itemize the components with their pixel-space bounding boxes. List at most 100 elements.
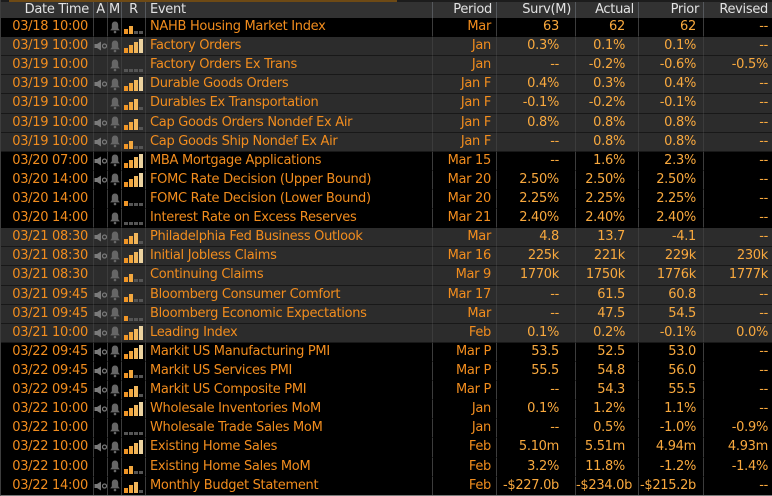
alarm-bell-icon[interactable]	[109, 21, 121, 34]
alarm-bell-icon[interactable]	[109, 479, 121, 492]
table-row[interactable]: 03/19 10:00 Factory Orders Jan 0.3% 0.1% 0.1%…	[1, 37, 772, 57]
table-row[interactable]: 03/18 10:00 NAHB Housing Market Index Mar 6…	[1, 18, 772, 38]
column-header-revised[interactable]: Revised	[719, 2, 768, 17]
date-time-cell: 03/19 10:00	[1, 56, 94, 76]
alarm-cell[interactable]	[108, 285, 122, 305]
table-row[interactable]: 03/22 10:00 Wholesale Trade Sales MoM Jan -…	[1, 419, 772, 439]
alarm-cell[interactable]	[108, 56, 122, 76]
table-row[interactable]: 03/22 10:00 Wholesale Inventories MoM Jan 0…	[1, 400, 772, 420]
alarm-cell[interactable]	[108, 419, 122, 439]
table-row[interactable]: 03/21 08:30 Continuing Claims Mar 9 1770k 17…	[1, 266, 772, 286]
alarm-bell-icon[interactable]	[109, 40, 121, 53]
alarm-cell[interactable]	[108, 247, 122, 267]
alarm-cell[interactable]	[108, 476, 122, 495]
alarm-bell-icon[interactable]	[109, 212, 121, 225]
alarm-cell[interactable]	[108, 113, 122, 133]
revised-value-cell: --	[704, 228, 772, 248]
alarm-bell-icon[interactable]	[109, 422, 121, 435]
alarm-bell-icon[interactable]	[109, 59, 121, 72]
alarm-cell[interactable]	[108, 189, 122, 210]
table-row[interactable]: 03/20 14:00 FOMC Rate Decision (Upper Bou…	[1, 170, 772, 190]
alarm-bell-icon[interactable]	[109, 173, 121, 186]
survey-value-cell: 3.2%	[497, 457, 576, 477]
alarm-cell[interactable]	[108, 94, 122, 114]
prior-value-cell: -$215.2b	[639, 476, 704, 495]
alarm-cell[interactable]	[108, 266, 122, 286]
alarm-bell-icon[interactable]	[109, 460, 121, 473]
alarm-bell-icon[interactable]	[109, 78, 121, 91]
relevance-cell	[122, 18, 146, 38]
alarm-bell-icon[interactable]	[109, 231, 121, 244]
table-row[interactable]: 03/22 09:45 Markit US Manufacturing PMI Ma…	[1, 342, 772, 362]
alarm-bell-icon[interactable]	[109, 250, 121, 263]
alarm-cell[interactable]	[108, 457, 122, 477]
table-row[interactable]: 03/20 07:00 MBA Mortgage Applications Mar …	[1, 151, 772, 171]
alarm-cell[interactable]	[108, 361, 122, 382]
alarm-bell-icon[interactable]	[109, 384, 121, 397]
alarm-bell-icon[interactable]	[109, 269, 121, 282]
table-row[interactable]: 03/22 10:00 Existing Home Sales MoM Feb 3.2…	[1, 457, 772, 477]
alarm-cell[interactable]	[108, 75, 122, 95]
alarm-bell-icon[interactable]	[109, 193, 121, 206]
alarm-bell-icon[interactable]	[109, 135, 121, 148]
column-header-date-time[interactable]: Date Time	[1, 2, 94, 18]
column-header-a[interactable]: A	[94, 2, 108, 18]
muted-speaker-icon	[94, 290, 107, 300]
alarm-cell[interactable]	[108, 170, 122, 190]
alarm-bell-icon[interactable]	[109, 403, 121, 416]
alarm-bell-icon[interactable]	[109, 288, 121, 301]
table-row[interactable]: 03/22 09:45 Markit US Services PMI Mar P 55…	[1, 361, 772, 382]
column-header-period[interactable]: Period	[433, 2, 497, 18]
column-header-r[interactable]: R	[122, 2, 146, 18]
alarm-cell[interactable]	[108, 228, 122, 248]
alarm-cell[interactable]	[108, 132, 122, 152]
alarm-bell-icon[interactable]	[109, 345, 121, 358]
alarm-cell[interactable]	[108, 18, 122, 38]
table-row[interactable]: 03/21 08:30 Initial Jobless Claims Mar 16 2…	[1, 247, 772, 267]
column-header-surv[interactable]: Surv(M)	[497, 2, 576, 18]
revised-value-cell: -0.9%	[704, 419, 772, 439]
alarm-cell[interactable]	[108, 151, 122, 171]
table-header-row: Date Time A M R Event Period Surv(M) Act…	[1, 0, 772, 18]
table-row[interactable]: 03/19 10:00 Cap Goods Ship Nondef Ex Air J…	[1, 132, 772, 152]
column-header-actual[interactable]: Actual	[576, 2, 639, 18]
prior-value-cell: -1.2%	[639, 457, 704, 477]
table-row[interactable]: 03/20 14:00 Interest Rate on Excess Reser…	[1, 209, 772, 229]
alarm-bell-icon[interactable]	[109, 97, 121, 110]
table-row[interactable]: 03/19 10:00 Factory Orders Ex Trans Jan -- -…	[1, 56, 772, 76]
alarm-cell[interactable]	[108, 323, 122, 343]
table-row[interactable]: 03/19 10:00 Durables Ex Transportation Jan…	[1, 94, 772, 114]
table-row[interactable]: 03/19 10:00 Cap Goods Orders Nondef Ex Ai…	[1, 113, 772, 133]
table-row[interactable]: 03/21 09:45 Bloomberg Economic Expectatio…	[1, 304, 772, 324]
table-row[interactable]: 03/21 10:00 Leading Index Feb 0.1% 0.2% -0.1%…	[1, 323, 772, 343]
muted-speaker-icon	[94, 385, 107, 395]
alarm-cell[interactable]	[108, 381, 122, 401]
table-row[interactable]: 03/20 14:00 FOMC Rate Decision (Lower Bou…	[1, 189, 772, 210]
alarm-cell[interactable]	[108, 304, 122, 324]
alarm-cell[interactable]	[108, 400, 122, 420]
table-row[interactable]: 03/19 10:00 Durable Goods Orders Jan F 0.4%…	[1, 75, 772, 95]
period-cell: Jan	[433, 419, 497, 439]
column-header-m[interactable]: M	[108, 2, 122, 18]
prior-value-cell: -0.1%	[639, 94, 704, 114]
alarm-cell[interactable]	[108, 342, 122, 362]
alarm-bell-icon[interactable]	[109, 441, 121, 454]
relevance-cell	[122, 457, 146, 477]
alarm-bell-icon[interactable]	[109, 307, 121, 320]
table-row[interactable]: 03/22 14:00 Monthly Budget Statement Feb -$…	[1, 476, 772, 495]
alarm-cell[interactable]	[108, 438, 122, 458]
column-header-event[interactable]: Event	[146, 2, 433, 18]
alarm-bell-icon[interactable]	[109, 116, 121, 129]
table-row[interactable]: 03/21 08:30 Philadelphia Fed Business Out…	[1, 228, 772, 248]
alarm-bell-icon[interactable]	[109, 154, 121, 167]
alarm-bell-icon[interactable]	[109, 326, 121, 339]
table-row[interactable]: 03/22 10:00 Existing Home Sales Feb 5.10m 5.…	[1, 438, 772, 458]
alarm-bell-icon[interactable]	[109, 365, 121, 378]
table-row[interactable]: 03/22 09:45 Markit US Composite PMI Mar P-…	[1, 381, 772, 401]
alarm-cell[interactable]	[108, 37, 122, 57]
table-row[interactable]: 03/21 09:45 Bloomberg Consumer Comfort Mar…	[1, 285, 772, 305]
column-header-prior[interactable]: Prior	[639, 2, 704, 18]
period-cell: Mar P	[433, 342, 497, 362]
alarm-cell[interactable]	[108, 209, 122, 229]
